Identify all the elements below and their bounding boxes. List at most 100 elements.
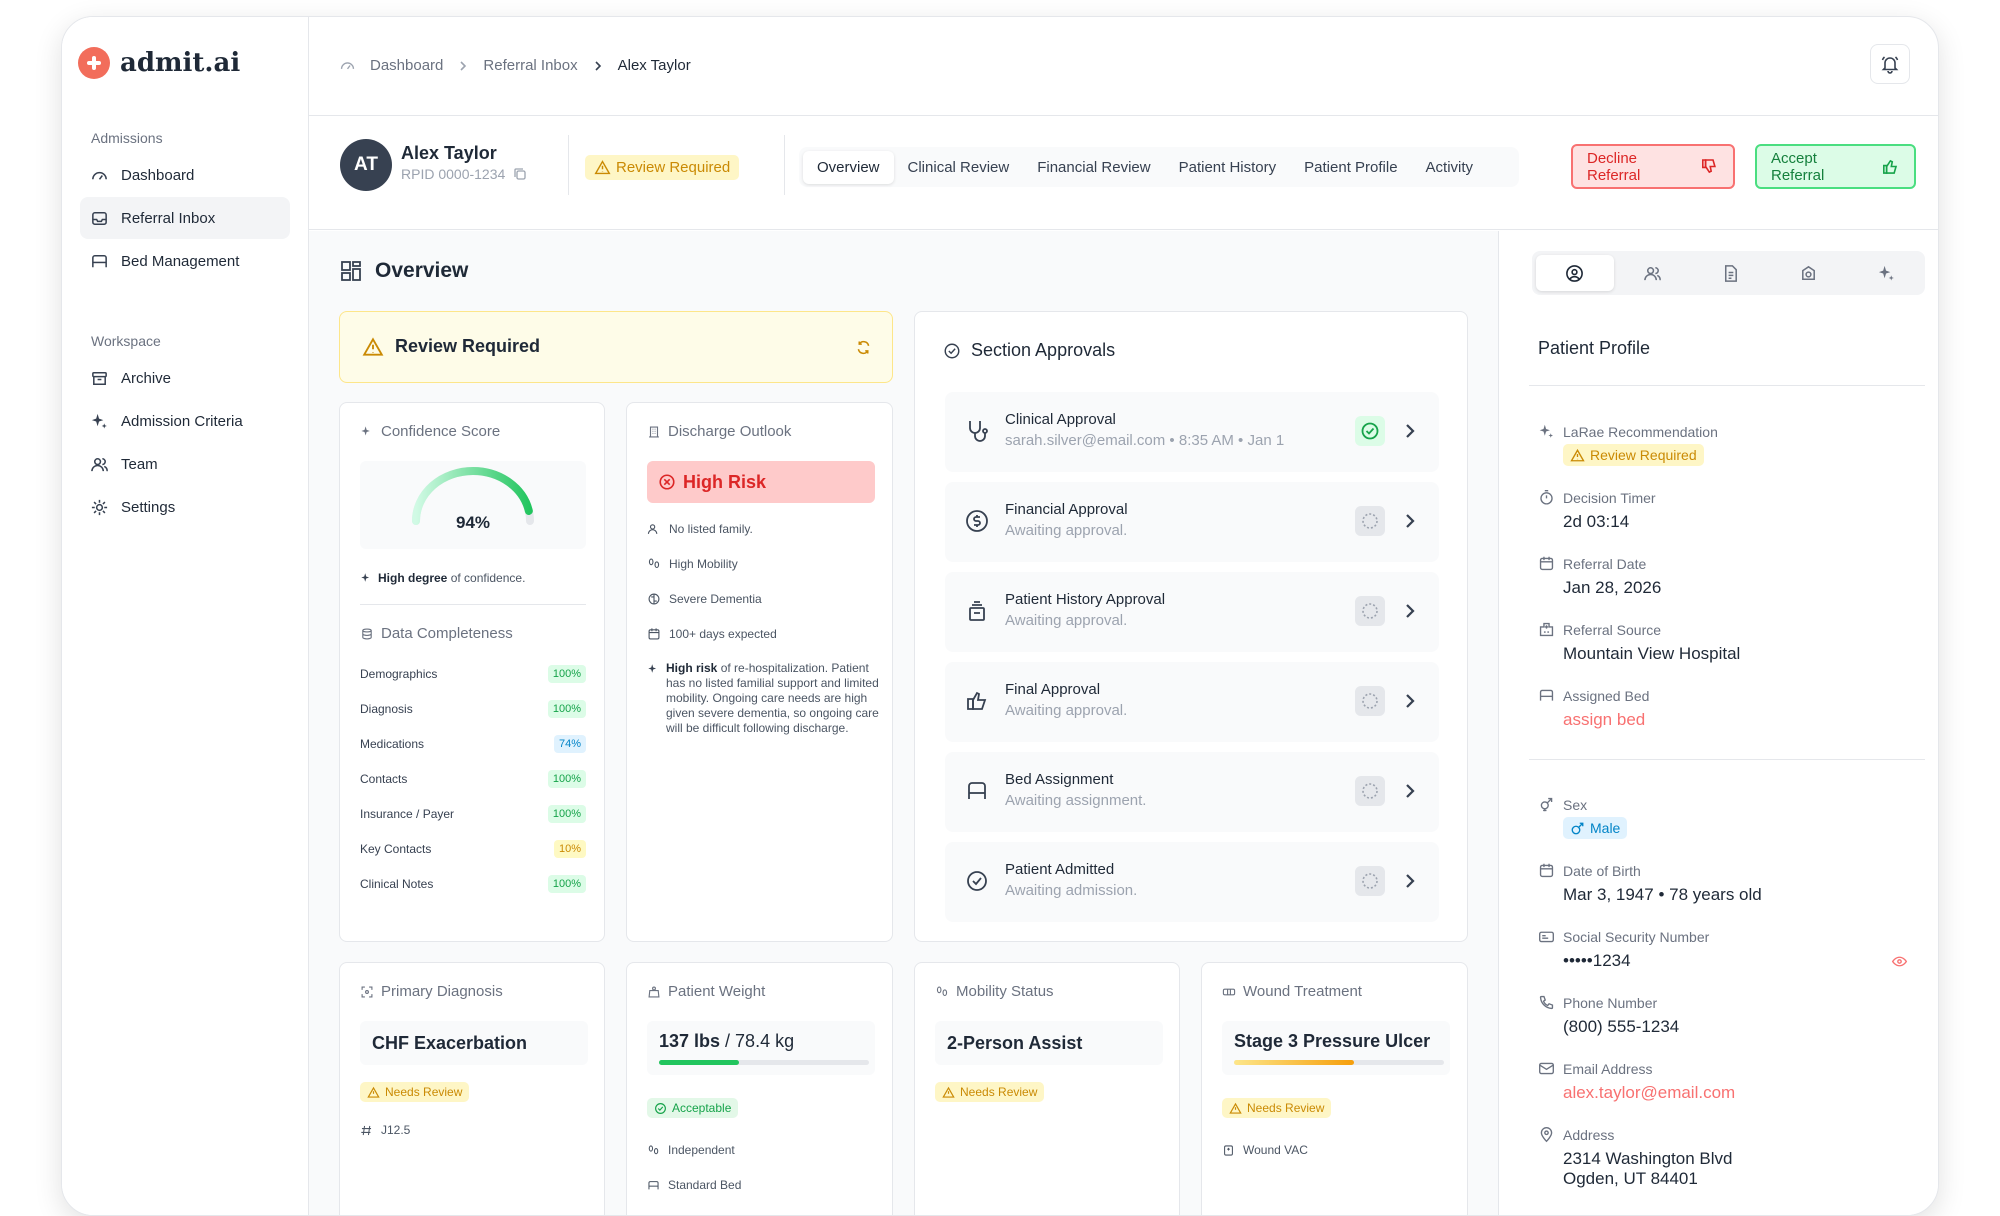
approval-item-financial[interactable]: Financial Approval Awaiting approval.	[945, 482, 1439, 562]
pending-icon	[1362, 873, 1378, 889]
sidebar-item-admission-criteria[interactable]: Admission Criteria	[80, 400, 290, 442]
approval-sub: Awaiting approval.	[1005, 702, 1128, 719]
confidence-note-bold: High degree	[378, 571, 448, 585]
patient-rpid: RPID 0000-1234	[401, 166, 527, 182]
patient-header	[309, 117, 1938, 230]
completeness-row-label: Demographics	[360, 667, 438, 681]
patient-weight-card: Patient Weight 137 lbs / 78.4 kg Accepta…	[626, 962, 893, 1215]
assign-bed-link[interactable]: assign bed	[1563, 710, 1646, 729]
completeness-row: Diagnosis 100%	[360, 700, 586, 718]
discharge-note: High risk of re-hospitalization. Patient…	[647, 661, 883, 736]
approval-item-clinical[interactable]: Clinical Approval sarah.silver@email.com…	[945, 392, 1439, 472]
diagnosis-code: J12.5	[360, 1123, 410, 1137]
email-link[interactable]: alex.taylor@email.com	[1563, 1083, 1736, 1102]
approval-item-final[interactable]: Final Approval Awaiting approval.	[945, 662, 1439, 742]
sidebar-item-label: Dashboard	[121, 166, 195, 184]
field-label: Referral Source	[1563, 621, 1662, 638]
discharge-item-text: Severe Dementia	[669, 592, 762, 606]
rpid-text: RPID 0000-1234	[401, 166, 506, 182]
bandage-icon	[1222, 988, 1236, 995]
approval-item-bed[interactable]: Bed Assignment Awaiting assignment.	[945, 752, 1439, 832]
approval-status	[1355, 776, 1385, 806]
completeness-row: Key Contacts 10%	[360, 840, 586, 858]
wound-title-text: Wound Treatment	[1243, 983, 1362, 1000]
divider	[1529, 385, 1925, 386]
tab-contacts[interactable]	[1614, 255, 1692, 291]
weight-badge-label: Acceptable	[672, 1101, 732, 1115]
x-circle-icon	[659, 474, 675, 490]
archive-icon	[92, 371, 107, 385]
profile-panel-tabs	[1532, 251, 1925, 295]
tab-overview[interactable]: Overview	[803, 150, 894, 184]
notifications-button[interactable]	[1870, 44, 1910, 84]
tab-documents[interactable]	[1692, 255, 1770, 291]
approval-sub: Awaiting approval.	[1005, 612, 1128, 629]
sidebar: admit.ai Admissions Dashboard Referral I…	[62, 17, 309, 1215]
copy-icon[interactable]	[513, 167, 527, 181]
tab-profile[interactable]	[1536, 255, 1614, 291]
approval-item-history[interactable]: Patient History Approval Awaiting approv…	[945, 572, 1439, 652]
chevron-right-icon	[1406, 514, 1415, 528]
breadcrumb: Dashboard Referral Inbox Alex Taylor	[339, 57, 691, 74]
approval-title: Patient History Approval	[1005, 591, 1166, 608]
sidebar-item-settings[interactable]: Settings	[80, 486, 290, 528]
breadcrumb-dashboard[interactable]: Dashboard	[370, 57, 444, 74]
review-alert: Review Required	[339, 311, 893, 383]
overview-content: Overview Review Required Confidence Scor…	[309, 231, 1498, 1215]
mobility-status-card: Mobility Status 2-Person Assist Needs Re…	[914, 962, 1180, 1215]
bed-icon	[968, 782, 986, 799]
chevron-right-icon	[460, 60, 467, 71]
logo[interactable]: admit.ai	[78, 47, 240, 79]
tab-ai[interactable]	[1847, 255, 1925, 291]
phone-icon	[1539, 995, 1554, 1010]
sidebar-item-archive[interactable]: Archive	[80, 357, 290, 399]
confidence-note: High degree of confidence.	[360, 571, 525, 585]
approval-status	[1355, 596, 1385, 626]
layout-grid-icon	[341, 261, 361, 281]
sidebar-item-bed-management[interactable]: Bed Management	[80, 240, 290, 282]
diagnosis-value: CHF Exacerbation	[360, 1021, 588, 1065]
section-approvals-card: Section Approvals Clinical Approval sara…	[914, 311, 1468, 942]
sidebar-item-dashboard[interactable]: Dashboard	[80, 154, 290, 196]
field-assigned-bed: Assigned Bed assign bed	[1538, 687, 1649, 730]
chevron-right-icon	[1406, 694, 1415, 708]
refresh-icon[interactable]	[855, 339, 872, 356]
decline-referral-button[interactable]: Decline Referral	[1571, 144, 1735, 189]
thumbs-up-icon	[967, 691, 987, 710]
users-icon	[1644, 266, 1662, 280]
primary-diagnosis-card: Primary Diagnosis CHF Exacerbation Needs…	[339, 962, 605, 1215]
tab-patient-profile[interactable]: Patient Profile	[1304, 158, 1398, 176]
chevron-right-icon	[595, 60, 601, 71]
tab-patient-history[interactable]: Patient History	[1178, 158, 1277, 176]
sidebar-item-referral-inbox[interactable]: Referral Inbox	[80, 197, 290, 239]
gender-icon	[1540, 797, 1553, 812]
field-value: •••••1234	[1563, 951, 1631, 970]
approval-status	[1355, 506, 1385, 536]
sidebar-item-team[interactable]: Team	[80, 443, 290, 485]
male-icon	[1571, 822, 1584, 834]
dollar-icon	[966, 510, 988, 532]
camera-icon	[1801, 265, 1815, 280]
tab-photos[interactable]	[1769, 255, 1847, 291]
pending-icon	[1362, 783, 1378, 799]
warning-icon	[1570, 448, 1585, 461]
tab-clinical-review[interactable]: Clinical Review	[907, 158, 1010, 176]
confidence-card: Confidence Score 94% High degree of conf…	[339, 402, 605, 942]
breadcrumb-referral-inbox[interactable]: Referral Inbox	[483, 57, 578, 74]
weight-kg: / 78.4 kg	[720, 1031, 795, 1051]
wound-item: Wound VAC	[1222, 1143, 1308, 1157]
review-alert-text: Review Required	[395, 336, 541, 356]
field-value: (800) 555-1234	[1563, 1017, 1680, 1036]
approval-sub: Awaiting admission.	[1005, 882, 1138, 899]
eye-icon[interactable]	[1891, 953, 1908, 970]
id-card-icon	[1539, 931, 1554, 943]
tab-financial-review[interactable]: Financial Review	[1037, 158, 1151, 176]
accept-referral-button[interactable]: Accept Referral	[1755, 144, 1916, 189]
completeness-row-label: Contacts	[360, 772, 408, 786]
approval-item-admitted[interactable]: Patient Admitted Awaiting admission.	[945, 842, 1439, 922]
diagnosis-title-text: Primary Diagnosis	[381, 983, 503, 1000]
tab-activity[interactable]: Activity	[1425, 158, 1474, 176]
approvals-title-text: Section Approvals	[971, 340, 1116, 360]
field-sex: Sex Male	[1538, 796, 1628, 841]
field-value: Jan 28, 2026	[1563, 578, 1662, 597]
